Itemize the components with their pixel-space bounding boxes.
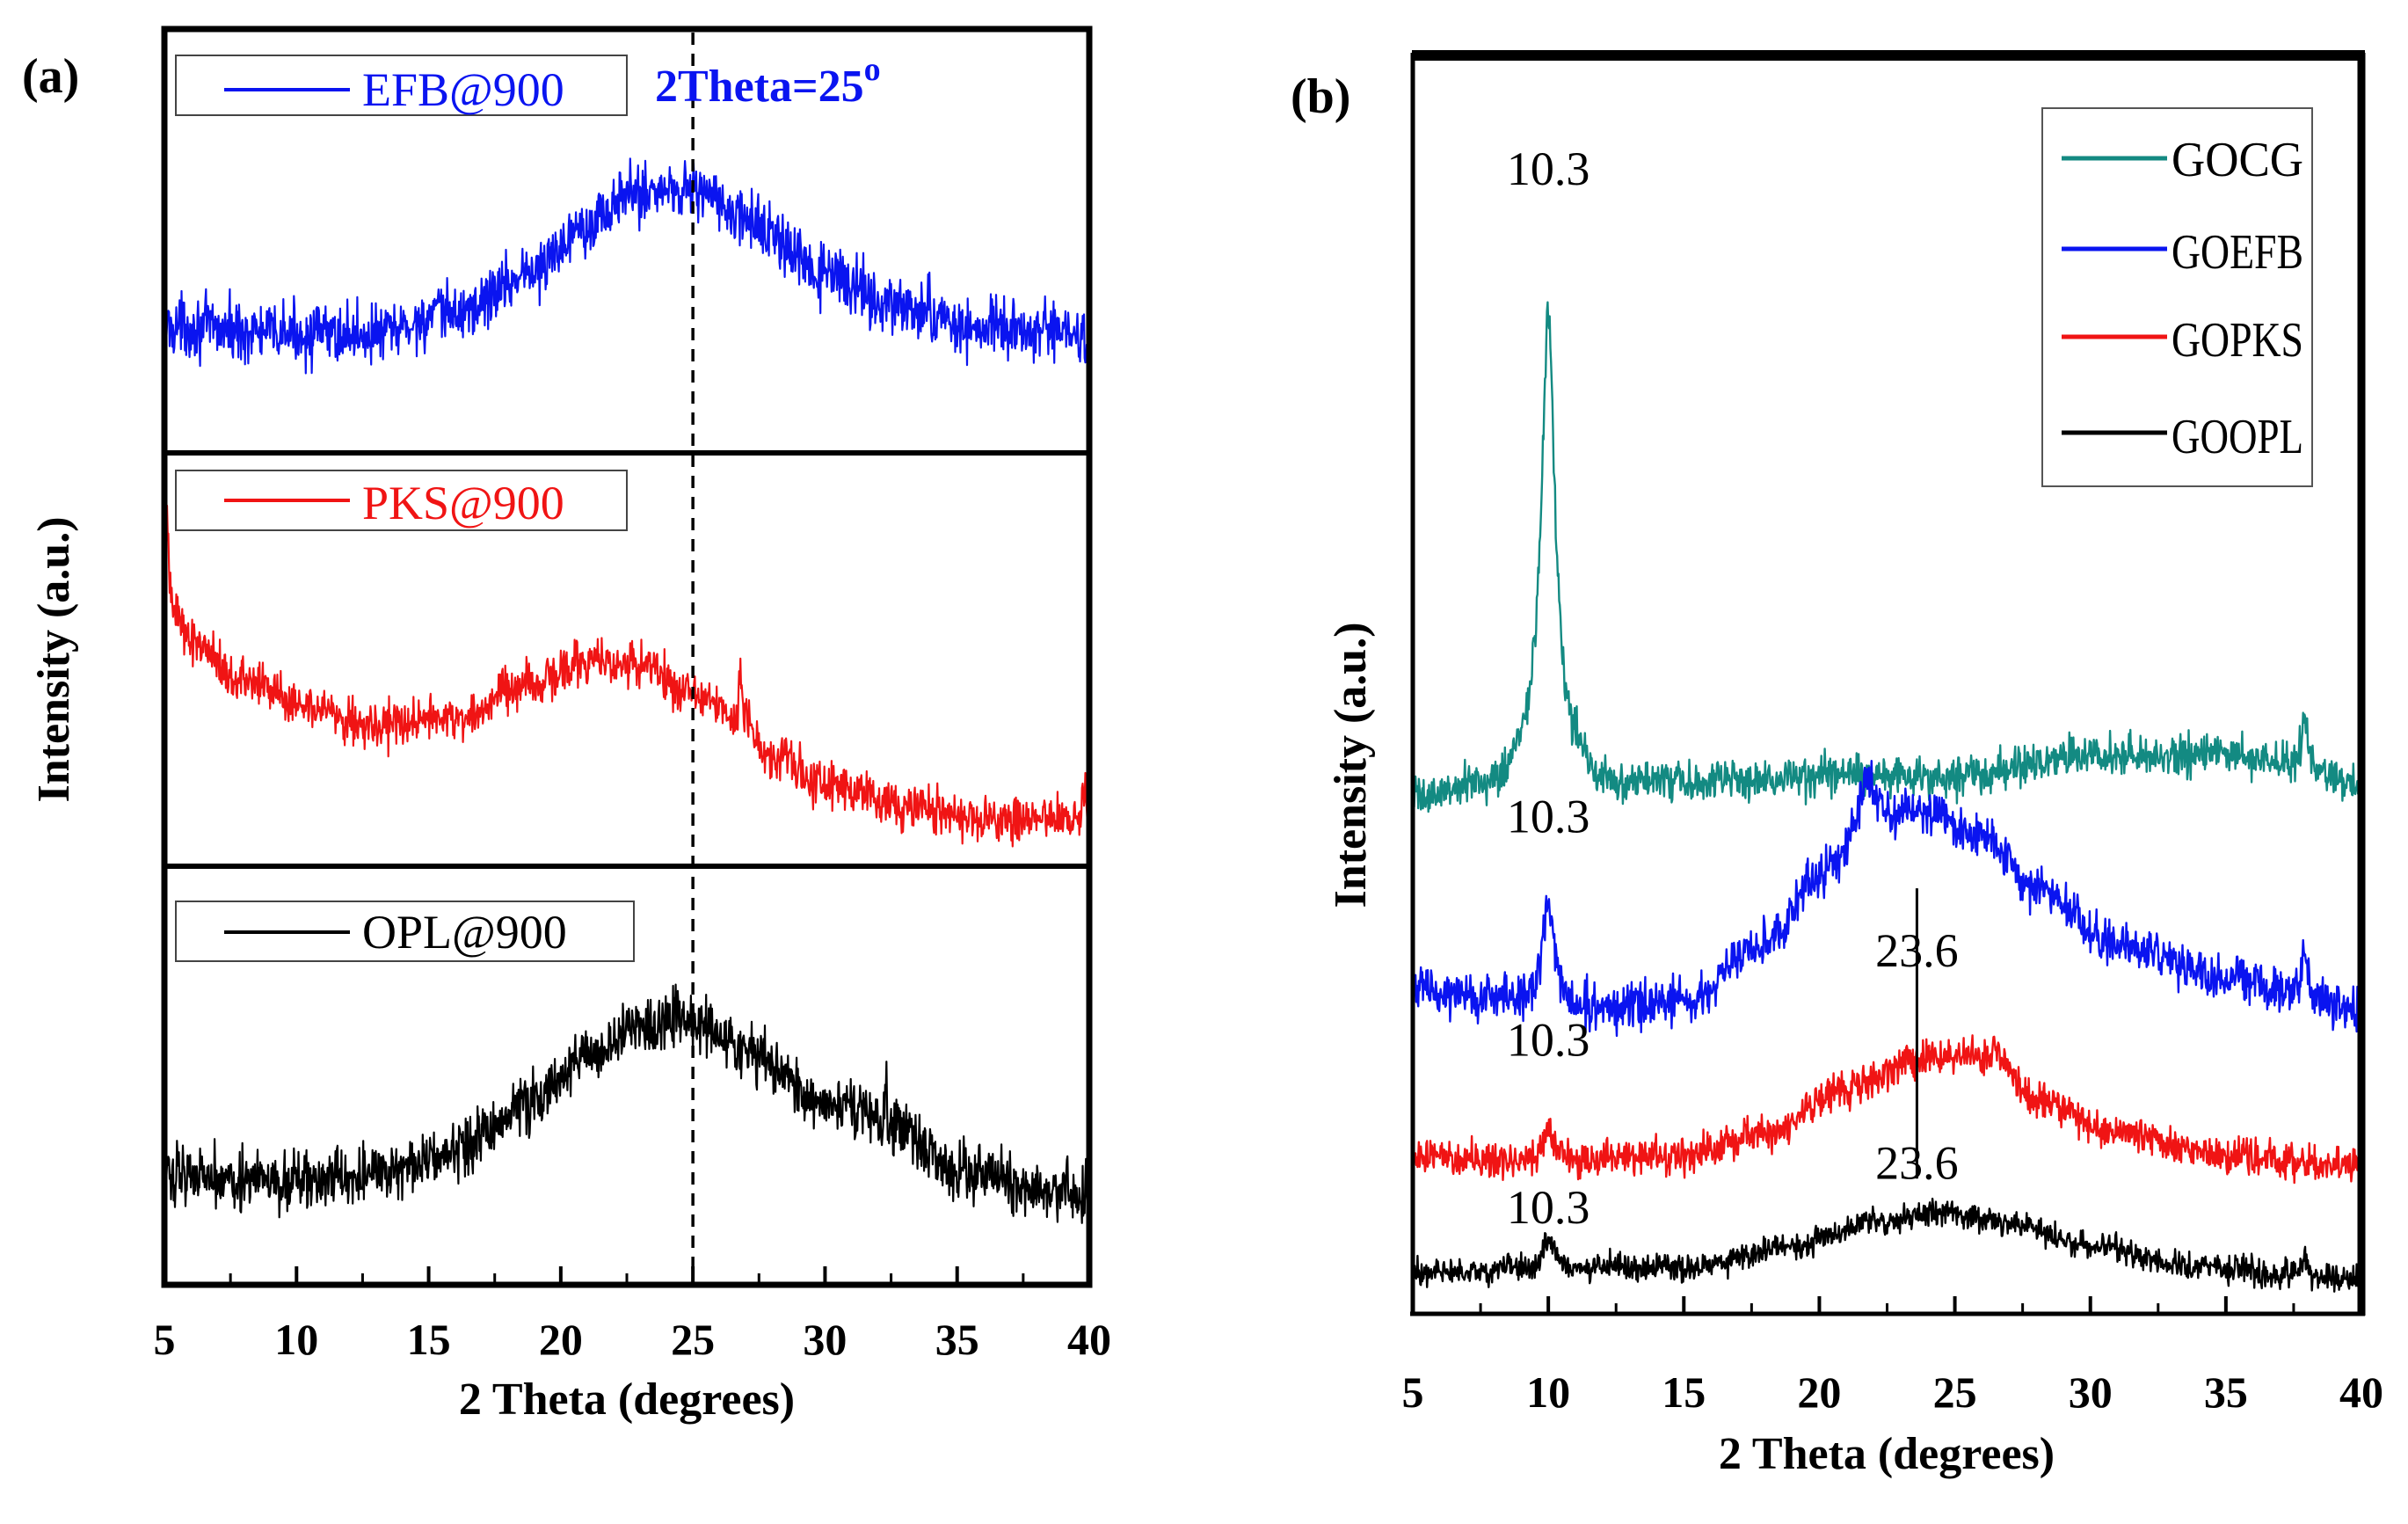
x-tick-label: 35 bbox=[935, 1315, 979, 1364]
subplot-efb bbox=[163, 157, 1090, 375]
panel-b-series bbox=[1411, 301, 2363, 1293]
peak-annotation: 10.3 bbox=[1507, 1181, 1590, 1234]
legend-b: GOCG GOEFB GOPKS GOOPL bbox=[2041, 107, 2313, 487]
series-gopks-line bbox=[1411, 1034, 2362, 1185]
legend-efb-label: EFB@900 bbox=[362, 63, 564, 116]
legend-pks-label: PKS@900 bbox=[362, 477, 564, 529]
x-tick-label: 20 bbox=[539, 1315, 583, 1364]
legend-gocg-label: GOCG bbox=[2172, 133, 2303, 187]
x-tick-label: 10 bbox=[274, 1315, 318, 1364]
x-tick-label: 5 bbox=[1402, 1367, 1424, 1417]
legend-b-box bbox=[2041, 107, 2313, 487]
legend-opl: OPL@900 bbox=[175, 901, 635, 962]
x-tick-label: 25 bbox=[671, 1315, 715, 1364]
subplot-opl bbox=[163, 983, 1091, 1224]
panel-a-x-axis: 5 10 15 20 25 30 35 40 bbox=[154, 1266, 1111, 1364]
legend-goefb-label: GOEFB bbox=[2172, 225, 2303, 280]
x-tick-label: 30 bbox=[803, 1315, 847, 1364]
x-tick-label: 20 bbox=[1797, 1367, 1841, 1417]
x-tick-label: 40 bbox=[1067, 1315, 1111, 1364]
panel-b-x-axis: 5 10 15 20 25 30 35 40 bbox=[1402, 1296, 2383, 1417]
series-efb-900-line bbox=[163, 157, 1090, 375]
series-pks-900-line bbox=[163, 504, 1091, 848]
panel-b: 10.3 10.3 23.6 10.3 23.6 10.3 GOCG GOEFB GOPK… bbox=[1326, 50, 2383, 1479]
x-tick-label: 40 bbox=[2339, 1367, 2383, 1417]
peak-annotation: 10.3 bbox=[1507, 1014, 1590, 1067]
legend-efb: EFB@900 bbox=[175, 55, 628, 116]
peak-annotation: 10.3 bbox=[1507, 791, 1590, 843]
series-goopl-line bbox=[1411, 1197, 2362, 1293]
panel-a-frame bbox=[161, 26, 1093, 1288]
panel-a: 2Theta=25o EFB@900 PKS@900 OPL@900 5 10 15… bbox=[29, 26, 1111, 1425]
legend-efb-box bbox=[175, 55, 628, 116]
panel-a-y-title: Intensity (a.u.) bbox=[29, 516, 79, 802]
legend-pks: PKS@900 bbox=[175, 470, 628, 531]
reference-label-degree: o bbox=[864, 51, 881, 88]
x-tick-label: 5 bbox=[154, 1315, 176, 1364]
series-opl-900-line bbox=[163, 983, 1091, 1224]
peak-annotation: 23.6 bbox=[1875, 924, 1959, 977]
legend-goopl-label: GOOPL bbox=[2172, 410, 2303, 464]
x-tick-label: 10 bbox=[1526, 1367, 1570, 1417]
panel-a-x-title: 2 Theta (degrees) bbox=[459, 1375, 795, 1425]
panel-b-annotations: 10.3 10.3 23.6 10.3 23.6 10.3 bbox=[1507, 142, 1959, 1234]
peak-annotation: 10.3 bbox=[1507, 142, 1590, 195]
subplot-pks bbox=[163, 504, 1091, 848]
panel-b-label: (b) bbox=[1291, 69, 1350, 124]
panel-a-label: (a) bbox=[22, 49, 79, 104]
x-tick-label: 15 bbox=[1662, 1367, 1706, 1417]
x-tick-label: 35 bbox=[2204, 1367, 2248, 1417]
series-gocg-line bbox=[1411, 301, 2363, 813]
panel-b-x-title: 2 Theta (degrees) bbox=[1719, 1429, 2055, 1479]
x-tick-label: 30 bbox=[2069, 1367, 2113, 1417]
peak-annotation: 23.6 bbox=[1875, 1136, 1959, 1189]
x-tick-label: 25 bbox=[1933, 1367, 1977, 1417]
legend-gopks-label: GOPKS bbox=[2172, 313, 2303, 368]
reference-label: 2Theta=25o bbox=[655, 51, 881, 112]
series-goefb-line bbox=[1411, 760, 2362, 1038]
legend-opl-label: OPL@900 bbox=[362, 906, 567, 959]
x-tick-label: 15 bbox=[407, 1315, 451, 1364]
panel-b-y-title: Intensity (a.u.) bbox=[1326, 622, 1376, 908]
